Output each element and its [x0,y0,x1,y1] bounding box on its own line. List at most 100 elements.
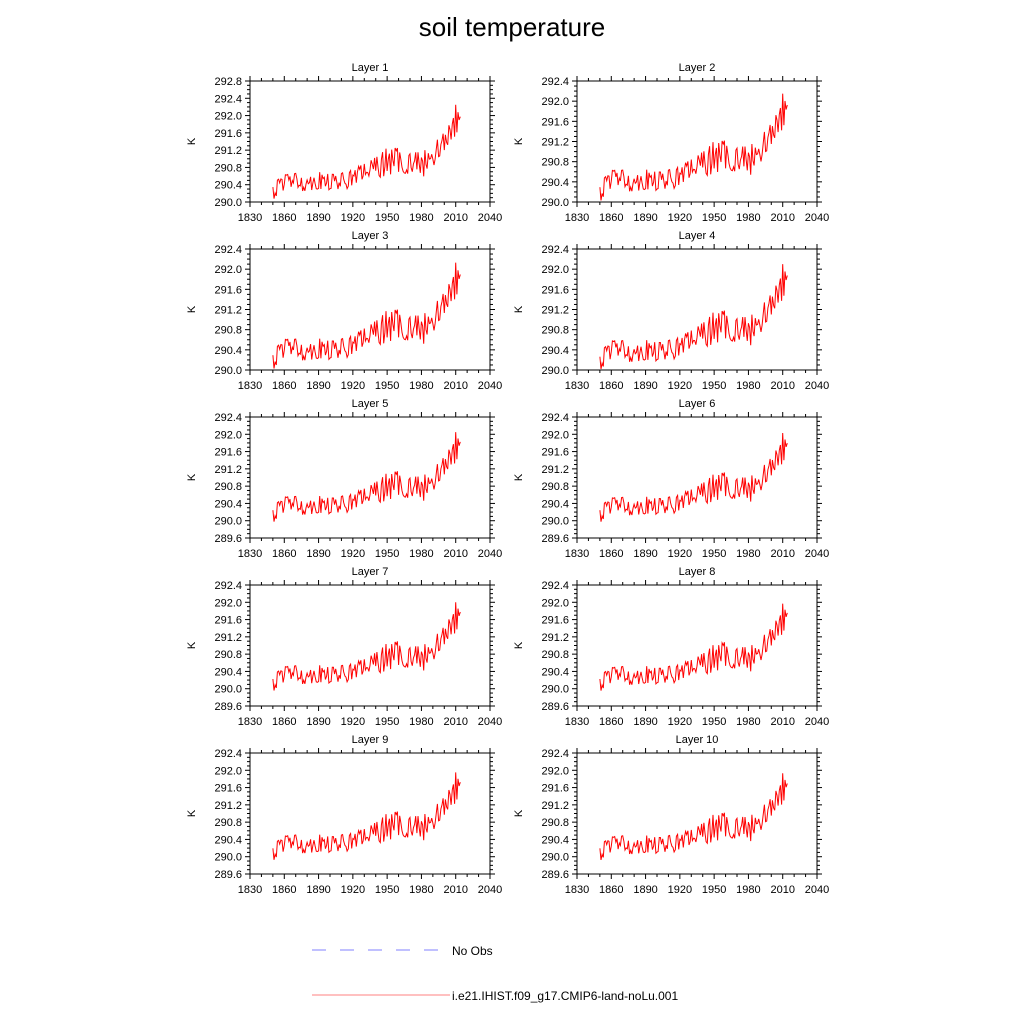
layer-1-title: Layer 1 [352,62,389,74]
layer-5-series-line [272,432,461,522]
layer-2-xtick-label: 2010 [770,212,794,224]
layer-6-ytick-label: 292.0 [541,429,569,441]
layer-10-xtick-label: 1980 [736,884,760,896]
layer-9-ytick-label: 292.0 [214,765,242,777]
layer-6-xtick-label: 1950 [702,548,726,560]
layer-3-title: Layer 3 [352,230,389,242]
layer-7-title: Layer 7 [352,566,389,578]
layer-1-ytick-label: 291.2 [214,145,242,157]
layer-1-xtick-label: 1860 [272,212,296,224]
layer-6-ytick-label: 290.4 [541,498,569,510]
layer-2-ylabel: K [513,137,525,145]
layer-1-xtick-label: 2040 [478,212,502,224]
layer-3-frame [249,248,491,371]
layer-3-ylabel: K [186,305,198,313]
layer-3-xtick-label: 1980 [409,380,433,392]
layer-7-ytick-label: 290.0 [214,684,242,696]
layer-7-xtick-label: 1860 [272,716,296,728]
layer-8-ytick-label: 290.0 [541,684,569,696]
layer-3-xtick-label: 2010 [443,380,467,392]
layer-10-ytick-label: 291.6 [541,783,569,795]
layer-9-ytick-label: 290.8 [214,817,242,829]
layer-10-title: Layer 10 [676,734,719,746]
layer-10-ylabel: K [513,809,525,817]
figure-title: soil temperature [418,12,606,42]
layer-2-frame [576,80,818,203]
layer-4-ytick-label: 290.8 [541,325,569,337]
layer-1-ytick-label: 292.8 [214,76,242,88]
layer-4-xtick-label: 1890 [633,380,657,392]
layer-7-ytick-label: 292.4 [214,580,242,592]
layer-2-xtick-label: 1920 [668,212,692,224]
layer-8-ytick-label: 289.6 [541,701,569,713]
layer-7-ylabel: K [186,641,198,649]
layer-8-xtick-label: 2010 [770,716,794,728]
layer-5-xtick-label: 1980 [409,548,433,560]
layer-3-ytick-label: 290.0 [214,365,242,377]
layer-3-series-line [272,262,461,369]
layer-1-ytick-label: 292.0 [214,111,242,123]
layer-9-xtick-label: 1860 [272,884,296,896]
layer-10-ytick-label: 292.4 [541,748,569,760]
layer-8-xtick-label: 1920 [668,716,692,728]
layer-1-xtick-label: 1830 [238,212,262,224]
layer-3-xtick-label: 1890 [306,380,330,392]
layer-4-ytick-label: 292.4 [541,244,569,256]
layer-9-title: Layer 9 [352,734,389,746]
layer-6-ytick-label: 292.4 [541,412,569,424]
layer-8-frame [576,584,818,707]
layer-4-xtick-label: 2010 [770,380,794,392]
layer-2-ytick-label: 291.2 [541,137,569,149]
layer-10-xtick-label: 1950 [702,884,726,896]
layer-7-ytick-label: 291.6 [214,615,242,627]
layer-10-xtick-label: 1890 [633,884,657,896]
layer-7-ytick-label: 289.6 [214,701,242,713]
layer-2-xtick-label: 1980 [736,212,760,224]
layer-3-ytick-label: 292.0 [214,264,242,276]
layer-6-xtick-label: 1830 [565,548,589,560]
layer-7-ytick-label: 291.2 [214,632,242,644]
layer-2-xtick-label: 1950 [702,212,726,224]
layer-5-ytick-label: 291.2 [214,464,242,476]
layer-5-xtick-label: 1890 [306,548,330,560]
layer-10-xtick-label: 1860 [599,884,623,896]
layer-1-xtick-label: 2010 [443,212,467,224]
layer-2-ytick-label: 290.8 [541,157,569,169]
layer-10-xtick-label: 2010 [770,884,794,896]
layer-10-series-line [599,773,788,860]
layer-9-xtick-label: 1890 [306,884,330,896]
layer-7-xtick-label: 1920 [341,716,365,728]
layer-8-ytick-label: 291.6 [541,615,569,627]
layer-8-xtick-label: 2040 [805,716,829,728]
layer-10-ytick-label: 290.8 [541,817,569,829]
layer-2-ytick-label: 290.4 [541,177,569,189]
layer-6-xtick-label: 1860 [599,548,623,560]
layer-2-ytick-label: 292.0 [541,96,569,108]
layer-5-ytick-label: 290.4 [214,498,242,510]
layer-9-frame [249,752,491,875]
layer-3-xtick-label: 2040 [478,380,502,392]
layer-1-ytick-label: 290.8 [214,162,242,174]
layer-8-ytick-label: 291.2 [541,632,569,644]
layer-5-ytick-label: 292.0 [214,429,242,441]
layer-9-ylabel: K [186,809,198,817]
layer-9-ytick-label: 291.2 [214,800,242,812]
layer-9-ytick-label: 290.4 [214,834,242,846]
layer-2-xtick-label: 2040 [805,212,829,224]
layer-8-xtick-label: 1860 [599,716,623,728]
layer-7-ytick-label: 292.0 [214,597,242,609]
layer-8-title: Layer 8 [679,566,716,578]
layer-10-frame [576,752,818,875]
layer-1-ylabel: K [186,137,198,145]
layer-3-xtick-label: 1950 [375,380,399,392]
layer-8-xtick-label: 1980 [736,716,760,728]
layer-8-ylabel: K [513,641,525,649]
layer-6-xtick-label: 1980 [736,548,760,560]
layer-4-ytick-label: 291.2 [541,305,569,317]
layer-9-ytick-label: 289.6 [214,869,242,881]
layer-4-ytick-label: 291.6 [541,284,569,296]
layer-10-xtick-label: 1920 [668,884,692,896]
layer-5-title: Layer 5 [352,398,389,410]
layer-1-frame [249,80,491,203]
layer-6-ytick-label: 290.8 [541,481,569,493]
